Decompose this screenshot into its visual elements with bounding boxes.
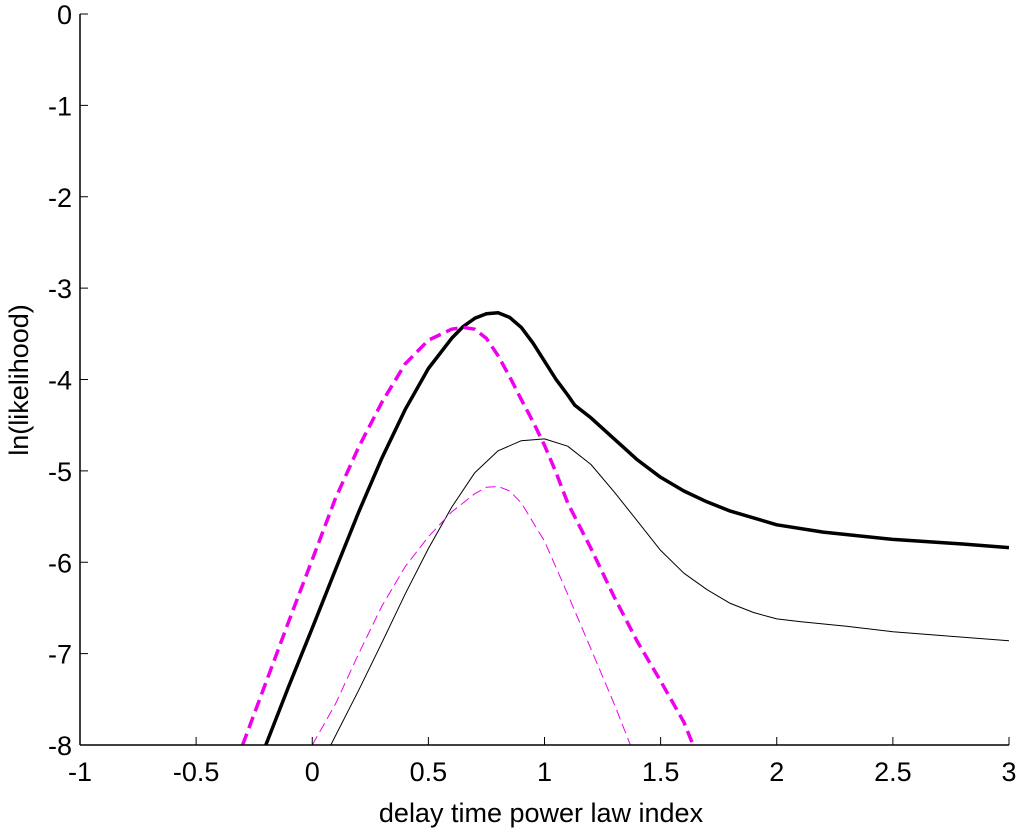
y-tick-label: -5 <box>48 457 72 487</box>
x-tick-label: 2.5 <box>874 757 912 787</box>
x-tick-label: -1 <box>68 757 92 787</box>
y-tick-label: -2 <box>48 183 72 213</box>
y-tick-label: 0 <box>57 0 72 30</box>
x-tick-label: -0.5 <box>173 757 220 787</box>
x-tick-label: 1 <box>537 757 552 787</box>
y-tick-label: -7 <box>48 640 72 670</box>
x-tick-label: 0.5 <box>410 757 448 787</box>
y-tick-label: -3 <box>48 274 72 304</box>
series-line-3 <box>330 438 1009 745</box>
series-line-1 <box>264 311 1009 745</box>
y-tick-label: -6 <box>48 548 72 578</box>
axes: -1 -0.5 0 0.5 1 1.5 2 2.5 3 -8 -7 -6 -5 -4 -3 -2 -1 0 <box>48 0 1017 787</box>
y-axis-title: ln(likelihood) <box>4 304 34 456</box>
y-tick-label: -8 <box>48 731 72 761</box>
y-tick-label: -4 <box>48 366 72 396</box>
series-line-2 <box>240 325 695 745</box>
y-tick-label: -1 <box>48 91 72 121</box>
x-tick-label: 0 <box>305 757 320 787</box>
series-group <box>240 311 1009 745</box>
x-tick-label: 2 <box>769 757 784 787</box>
x-tick-label: 1.5 <box>642 757 680 787</box>
series-line-4 <box>311 485 631 745</box>
x-tick-label: 3 <box>1001 757 1016 787</box>
x-axis-title: delay time power law index <box>379 798 704 828</box>
